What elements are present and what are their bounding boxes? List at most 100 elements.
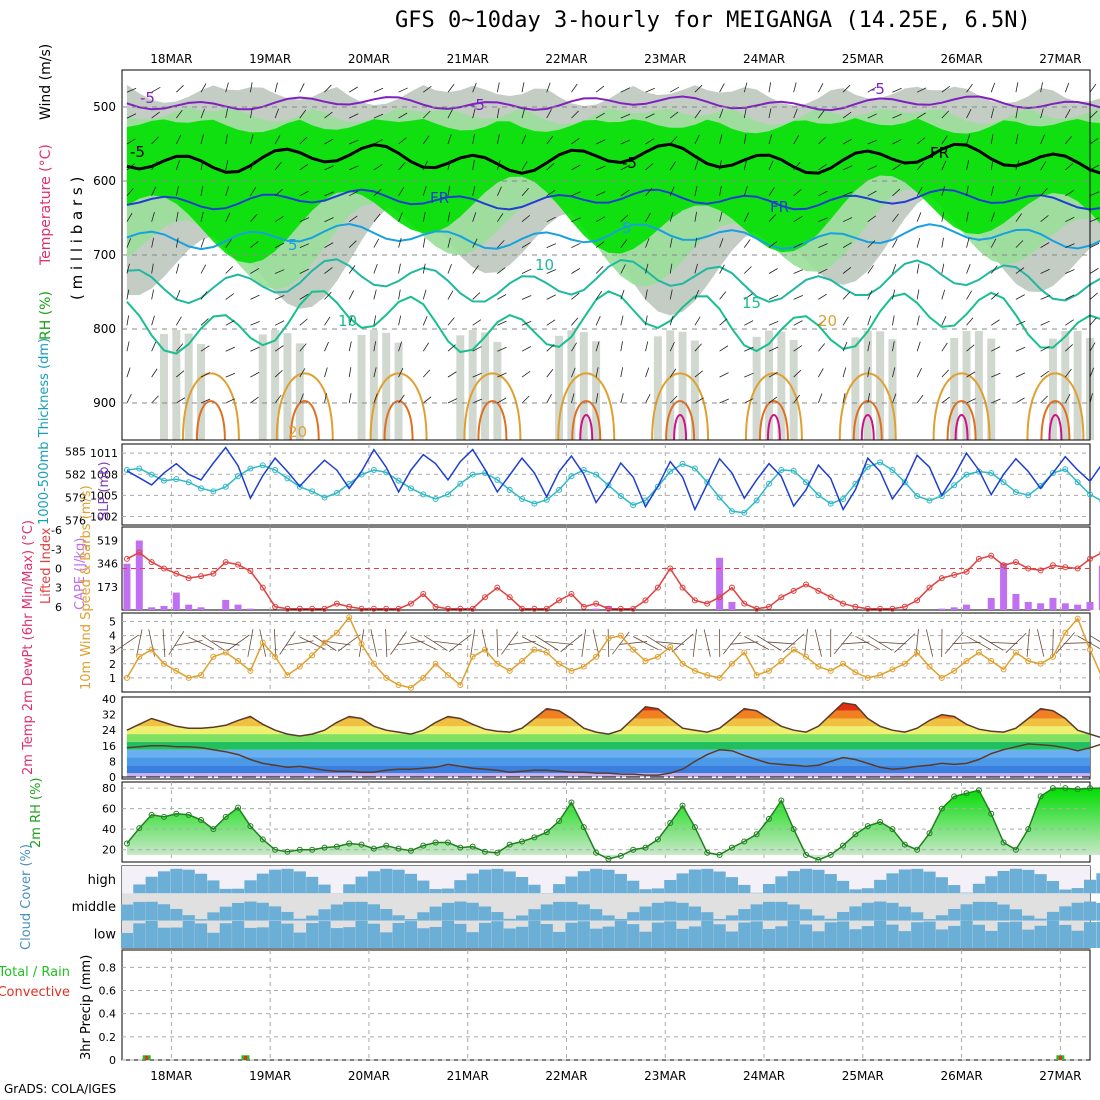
rh2m-point <box>568 799 575 806</box>
wind-barb <box>694 343 702 352</box>
rh2m-point <box>815 856 822 863</box>
rh-low-cell <box>579 332 588 440</box>
thickness-point <box>1012 489 1019 496</box>
thickness-point <box>444 491 451 498</box>
wind10m-point <box>309 652 316 659</box>
wind-barb <box>472 108 476 119</box>
wind-barb <box>126 163 135 171</box>
wind-barb <box>1089 191 1100 197</box>
wind-barb <box>422 186 427 196</box>
rh-low-cell <box>678 331 687 440</box>
wind-barb <box>546 82 551 93</box>
wind-barb <box>990 212 995 222</box>
wind-barb <box>250 268 260 274</box>
wind-barb <box>941 396 951 404</box>
wind10m-point <box>778 657 785 664</box>
wind-barb <box>1089 242 1100 248</box>
cloud-cell <box>651 902 664 921</box>
precip-ytick: 0.4 <box>99 1008 117 1021</box>
rh2m-point <box>235 804 242 811</box>
cloud-cell <box>861 888 874 894</box>
cloud-cell <box>997 922 1010 948</box>
lifted-index-point <box>1049 562 1056 569</box>
contour-label: 10 <box>338 312 357 330</box>
wind-barb <box>200 398 211 404</box>
wind-barb <box>151 289 155 300</box>
wind-barb <box>793 320 803 326</box>
cape-bar <box>1037 603 1045 610</box>
rh2m-point <box>173 810 180 817</box>
wind-barb <box>842 242 852 248</box>
wind-barb <box>521 346 532 352</box>
cloud-cell <box>837 880 850 894</box>
wind10m-barb <box>1005 633 1027 653</box>
wind10m-point <box>963 657 970 664</box>
cloud-cell <box>800 909 813 921</box>
wind-barb <box>472 292 481 300</box>
cloud-cell <box>528 920 541 948</box>
rh2m-point <box>827 851 834 858</box>
wind10m-barb <box>966 635 992 651</box>
wind-barb <box>818 318 827 326</box>
lifted-index-point <box>506 594 513 601</box>
wind-barb <box>200 345 210 352</box>
wind-barb <box>867 290 873 300</box>
wind-barb <box>472 212 477 222</box>
wind-barb <box>645 163 654 171</box>
wind-barb <box>793 161 801 171</box>
wind10m-point <box>580 663 587 670</box>
wind10m-barb <box>470 629 476 657</box>
rh2m-point <box>160 813 167 820</box>
wind-barb <box>200 318 209 326</box>
top-day-label: 21MAR <box>447 52 489 66</box>
wind-barb <box>447 185 451 196</box>
wind-barb <box>1040 370 1049 378</box>
wind-barb <box>719 345 729 352</box>
thickness-point <box>173 476 180 483</box>
wind10m-barb <box>841 641 870 645</box>
wind10m-point <box>272 653 279 660</box>
lifted-index-point <box>519 605 526 612</box>
thickness-point <box>605 482 612 489</box>
slp-ytick: 1011 <box>90 447 118 460</box>
wind-barb <box>719 211 723 222</box>
thickness-point <box>235 473 242 480</box>
wind-barb <box>398 341 402 352</box>
page-title: GFS 0~10day 3-hourly for MEIGANGA (14.25… <box>395 8 1031 33</box>
lifted-index-point <box>247 568 254 575</box>
wind-barb <box>126 341 130 352</box>
cape-bar <box>950 607 958 610</box>
wind-barb <box>472 372 482 378</box>
wind-barb <box>373 164 383 171</box>
cloud-cell <box>516 926 529 948</box>
cloud-cell <box>577 904 590 921</box>
cloud-cell <box>1009 921 1023 948</box>
rh-ytick: 20 <box>102 844 116 857</box>
wind10m-point <box>654 653 661 660</box>
wind10m-barb <box>496 628 499 658</box>
thickness-point <box>531 500 538 507</box>
lifted-index-point <box>543 605 550 612</box>
wind-barb <box>324 291 332 300</box>
wind-barb <box>324 316 331 326</box>
cloud-cell <box>688 926 701 948</box>
wind10m-barb <box>979 635 1004 651</box>
rh2m-point <box>679 802 686 809</box>
wind-barb <box>966 185 969 196</box>
wind-barb <box>892 213 899 222</box>
wind-barb <box>324 341 329 352</box>
rh-low-cell <box>197 344 206 440</box>
cloud-cell <box>404 919 418 921</box>
cloud-cell <box>800 924 813 948</box>
lifted-index-point <box>617 605 624 612</box>
wind-barb <box>497 267 506 274</box>
wind-barb <box>694 370 703 378</box>
bottom-day-label: 26MAR <box>941 1069 983 1083</box>
wind-barb <box>176 370 185 378</box>
wind10m-point <box>148 646 155 653</box>
lifted-index-point <box>321 605 328 612</box>
wind-barb <box>719 185 722 196</box>
cloud-cell <box>565 922 578 948</box>
cloud-cell <box>701 868 714 894</box>
wind-barb <box>595 85 605 93</box>
